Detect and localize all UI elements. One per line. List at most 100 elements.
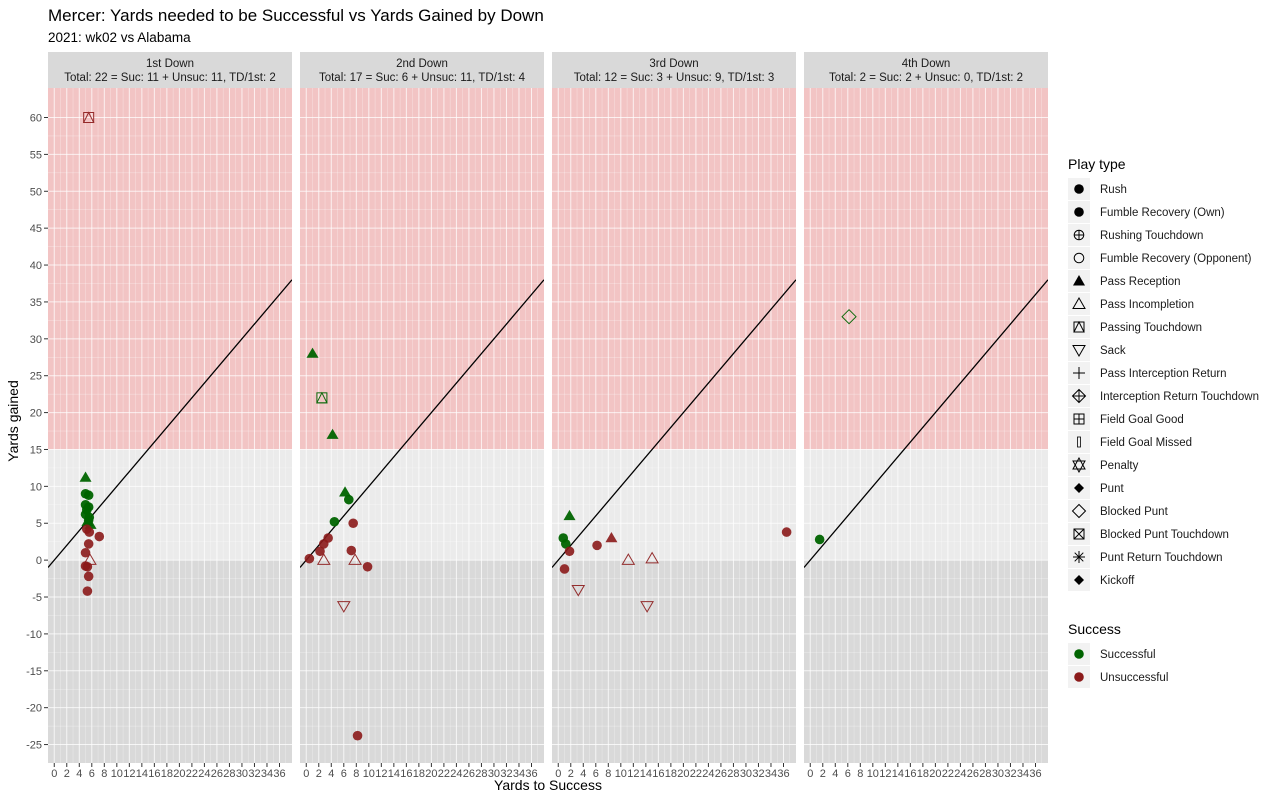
legend-key bbox=[1073, 551, 1085, 563]
legend-key-bg bbox=[1068, 500, 1090, 522]
x-tick-label: 34 bbox=[765, 768, 777, 780]
x-tick-label: 14 bbox=[640, 768, 652, 780]
x-tick-label: 28 bbox=[223, 768, 235, 780]
legend-label: Pass Interception Return bbox=[1100, 368, 1227, 380]
legend-label: Rush bbox=[1100, 184, 1127, 196]
x-tick-label: 20 bbox=[677, 768, 689, 780]
x-tick-label: 10 bbox=[615, 768, 627, 780]
x-tick-label: 22 bbox=[438, 768, 450, 780]
x-tick-label: 12 bbox=[627, 768, 639, 780]
x-tick-label: 8 bbox=[857, 768, 863, 780]
y-axis-label: Yards gained bbox=[5, 380, 21, 461]
y-tick-label: 10 bbox=[30, 481, 42, 493]
x-tick-label: 36 bbox=[273, 768, 285, 780]
x-tick-label: 8 bbox=[101, 768, 107, 780]
legend-label: Blocked Punt bbox=[1100, 506, 1169, 518]
legend-label: Pass Incompletion bbox=[1100, 299, 1194, 311]
legend-item-play-type: Field Goal Missed bbox=[1068, 431, 1192, 453]
facet-strip bbox=[48, 52, 292, 88]
data-point bbox=[814, 534, 825, 545]
x-tick-label: 26 bbox=[715, 768, 727, 780]
x-tick-label: 18 bbox=[665, 768, 677, 780]
x-tick-label: 2 bbox=[820, 768, 826, 780]
legend-label: Punt Return Touchdown bbox=[1100, 552, 1223, 564]
x-tick-label: 4 bbox=[832, 768, 838, 780]
data-point bbox=[316, 391, 328, 404]
background-band bbox=[804, 88, 1048, 450]
data-point bbox=[329, 516, 340, 527]
legend-key bbox=[1073, 367, 1085, 379]
x-tick-label: 30 bbox=[992, 768, 1004, 780]
x-tick-label: 32 bbox=[1004, 768, 1016, 780]
y-tick-label: 5 bbox=[36, 518, 42, 530]
x-tick-label: 0 bbox=[807, 768, 813, 780]
facet-strip-title: 1st Down bbox=[146, 58, 194, 70]
data-point bbox=[344, 494, 354, 505]
facet-panel: 4th Down Total: 2 = Suc: 2 + Unsuc: 0, TD… bbox=[804, 52, 1048, 780]
data-points bbox=[814, 308, 857, 545]
x-tick-label: 12 bbox=[375, 768, 387, 780]
data-point bbox=[83, 571, 94, 582]
legend-key bbox=[1072, 345, 1086, 358]
legend-title-success: Success bbox=[1068, 621, 1121, 637]
legend-label: Blocked Punt Touchdown bbox=[1100, 529, 1229, 541]
x-tick-label: 10 bbox=[867, 768, 879, 780]
legend-item-play-type: Field Goal Good bbox=[1068, 408, 1184, 430]
legend-label: Field Goal Good bbox=[1100, 414, 1184, 426]
legend-key bbox=[1072, 296, 1086, 309]
x-tick-label: 18 bbox=[917, 768, 929, 780]
legend-label: Penalty bbox=[1100, 460, 1139, 472]
legend-item-success: Successful bbox=[1068, 643, 1156, 665]
legend-label: Field Goal Missed bbox=[1100, 437, 1192, 449]
data-points bbox=[79, 111, 105, 596]
y-tick-label: 50 bbox=[30, 186, 42, 198]
x-tick-label: 22 bbox=[690, 768, 702, 780]
facet-panel: 3rd Down Total: 12 = Suc: 3 + Unsuc: 9, T… bbox=[552, 52, 796, 780]
x-tick-label: 6 bbox=[341, 768, 347, 780]
x-tick-label: 14 bbox=[136, 768, 148, 780]
facet-strip bbox=[300, 52, 544, 88]
y-tick-label: 40 bbox=[30, 260, 42, 272]
x-tick-label: 24 bbox=[198, 768, 210, 780]
legend-item-play-type: Fumble Recovery (Own) bbox=[1068, 201, 1225, 223]
y-tick-label: 45 bbox=[30, 223, 42, 235]
x-tick-label: 34 bbox=[513, 768, 525, 780]
legend-key-bg bbox=[1068, 293, 1090, 315]
legend-item-play-type: Pass Incompletion bbox=[1068, 293, 1194, 315]
x-tick-label: 18 bbox=[413, 768, 425, 780]
background-band bbox=[48, 88, 292, 450]
reference-line bbox=[552, 279, 796, 568]
x-tick-label: 24 bbox=[702, 768, 714, 780]
data-point bbox=[352, 730, 363, 741]
x-tick-label: 10 bbox=[111, 768, 123, 780]
data-points bbox=[558, 509, 792, 613]
facet-strip-summary: Total: 17 = Suc: 6 + Unsuc: 11, TD/1st: … bbox=[319, 72, 526, 84]
key-tri-up bbox=[1072, 456, 1086, 470]
x-tick-label: 36 bbox=[525, 768, 537, 780]
data-point bbox=[841, 308, 857, 325]
x-tick-label: 32 bbox=[248, 768, 260, 780]
y-tick-label: -10 bbox=[26, 629, 42, 641]
x-tick-label: 36 bbox=[777, 768, 789, 780]
legend-key-bg bbox=[1068, 431, 1090, 453]
y-tick-label: 15 bbox=[30, 444, 42, 456]
data-point bbox=[82, 586, 93, 596]
facet-strip bbox=[804, 52, 1048, 88]
x-tick-label: 6 bbox=[593, 768, 599, 780]
symbol-triangle bbox=[82, 111, 95, 124]
x-axis-label: Yards to Success bbox=[494, 777, 602, 793]
legend-item-play-type: Pass Reception bbox=[1068, 270, 1181, 292]
x-tick-label: 14 bbox=[892, 768, 904, 780]
facet-strip bbox=[552, 52, 796, 88]
x-tick-label: 16 bbox=[652, 768, 664, 780]
y-tick-label: -20 bbox=[26, 703, 42, 715]
data-point bbox=[781, 527, 792, 537]
data-point bbox=[640, 601, 654, 613]
legend-item-play-type: Rushing Touchdown bbox=[1068, 224, 1203, 246]
facet-strip-summary: Total: 12 = Suc: 3 + Unsuc: 9, TD/1st: 3 bbox=[574, 72, 775, 84]
legend-key bbox=[1073, 320, 1085, 333]
x-tick-label: 12 bbox=[879, 768, 891, 780]
x-tick-label: 24 bbox=[450, 768, 462, 780]
data-point bbox=[82, 561, 93, 572]
legend-key bbox=[1074, 575, 1084, 585]
